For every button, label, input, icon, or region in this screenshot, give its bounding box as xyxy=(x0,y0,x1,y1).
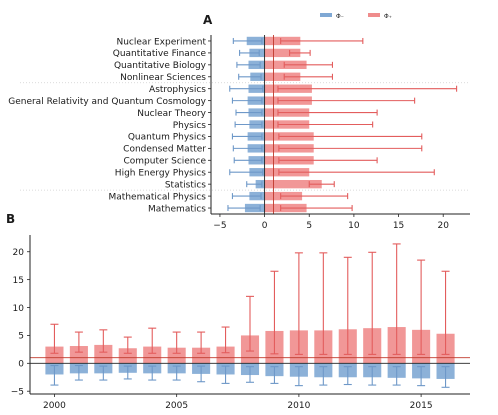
x-tick-label: 15 xyxy=(393,221,404,231)
legend-label-0: Φ₋ xyxy=(336,13,344,20)
x-tick-label: 20 xyxy=(437,221,449,231)
category-label: Nuclear Experiment xyxy=(117,37,207,47)
category-label: Condensed Matter xyxy=(123,145,206,155)
bar-pos-2005 xyxy=(167,347,186,364)
panel-a xyxy=(20,13,470,217)
y-tick-label: 15 xyxy=(13,276,24,286)
x-tick-label: 0 xyxy=(262,221,268,231)
panel-a-label: A xyxy=(203,13,213,27)
category-label: Quantitative Finance xyxy=(113,49,207,59)
bar-pos-2007 xyxy=(216,346,235,364)
y-tick-label: 5 xyxy=(18,332,24,342)
category-label: General Relativity and Quantum Cosmology xyxy=(8,97,206,107)
panel-b-label: B xyxy=(6,212,15,226)
category-label: Astrophysics xyxy=(149,85,206,95)
legend-swatch-0 xyxy=(320,13,332,17)
y-tick-label: 20 xyxy=(13,248,25,258)
legend-label-1: Φ₊ xyxy=(384,13,392,20)
x-tick-label: 2015 xyxy=(410,401,433,411)
bar-pos-2004 xyxy=(143,346,162,364)
category-label: Nuclear Theory xyxy=(137,109,206,119)
y-tick-label: 10 xyxy=(13,304,25,314)
category-label: Quantum Physics xyxy=(128,133,206,143)
category-label: Mathematical Physics xyxy=(109,192,207,202)
category-label: Nonlinear Sciences xyxy=(120,73,206,83)
category-label: Computer Science xyxy=(124,157,207,167)
bar-pos-2003 xyxy=(118,348,137,364)
x-tick-label: 10 xyxy=(348,221,360,231)
legend-swatch-1 xyxy=(368,13,380,17)
x-tick-label: 5 xyxy=(306,221,312,231)
panel-b xyxy=(27,235,470,397)
x-tick-label: 2010 xyxy=(287,401,310,411)
bar-pos-2001 xyxy=(69,346,88,364)
y-tick-label: −5 xyxy=(11,388,24,398)
category-label: Quantitative Biology xyxy=(114,61,207,71)
category-label: Statistics xyxy=(165,180,206,190)
bar-pos-2006 xyxy=(192,347,211,364)
x-tick-label: 2000 xyxy=(43,401,66,411)
bar-pos-12 xyxy=(264,179,322,189)
bar-pos-2002 xyxy=(94,344,113,364)
category-label: Physics xyxy=(173,121,207,131)
bar-pos-3 xyxy=(264,72,301,81)
y-tick-label: 0 xyxy=(18,360,24,370)
bar-pos-1 xyxy=(264,48,301,58)
category-label: High Energy Physics xyxy=(115,169,207,179)
x-tick-label: 2005 xyxy=(165,401,188,411)
category-label: Mathematics xyxy=(148,204,206,214)
x-tick-label: −5 xyxy=(213,221,226,231)
bar-pos-2000 xyxy=(45,346,64,364)
